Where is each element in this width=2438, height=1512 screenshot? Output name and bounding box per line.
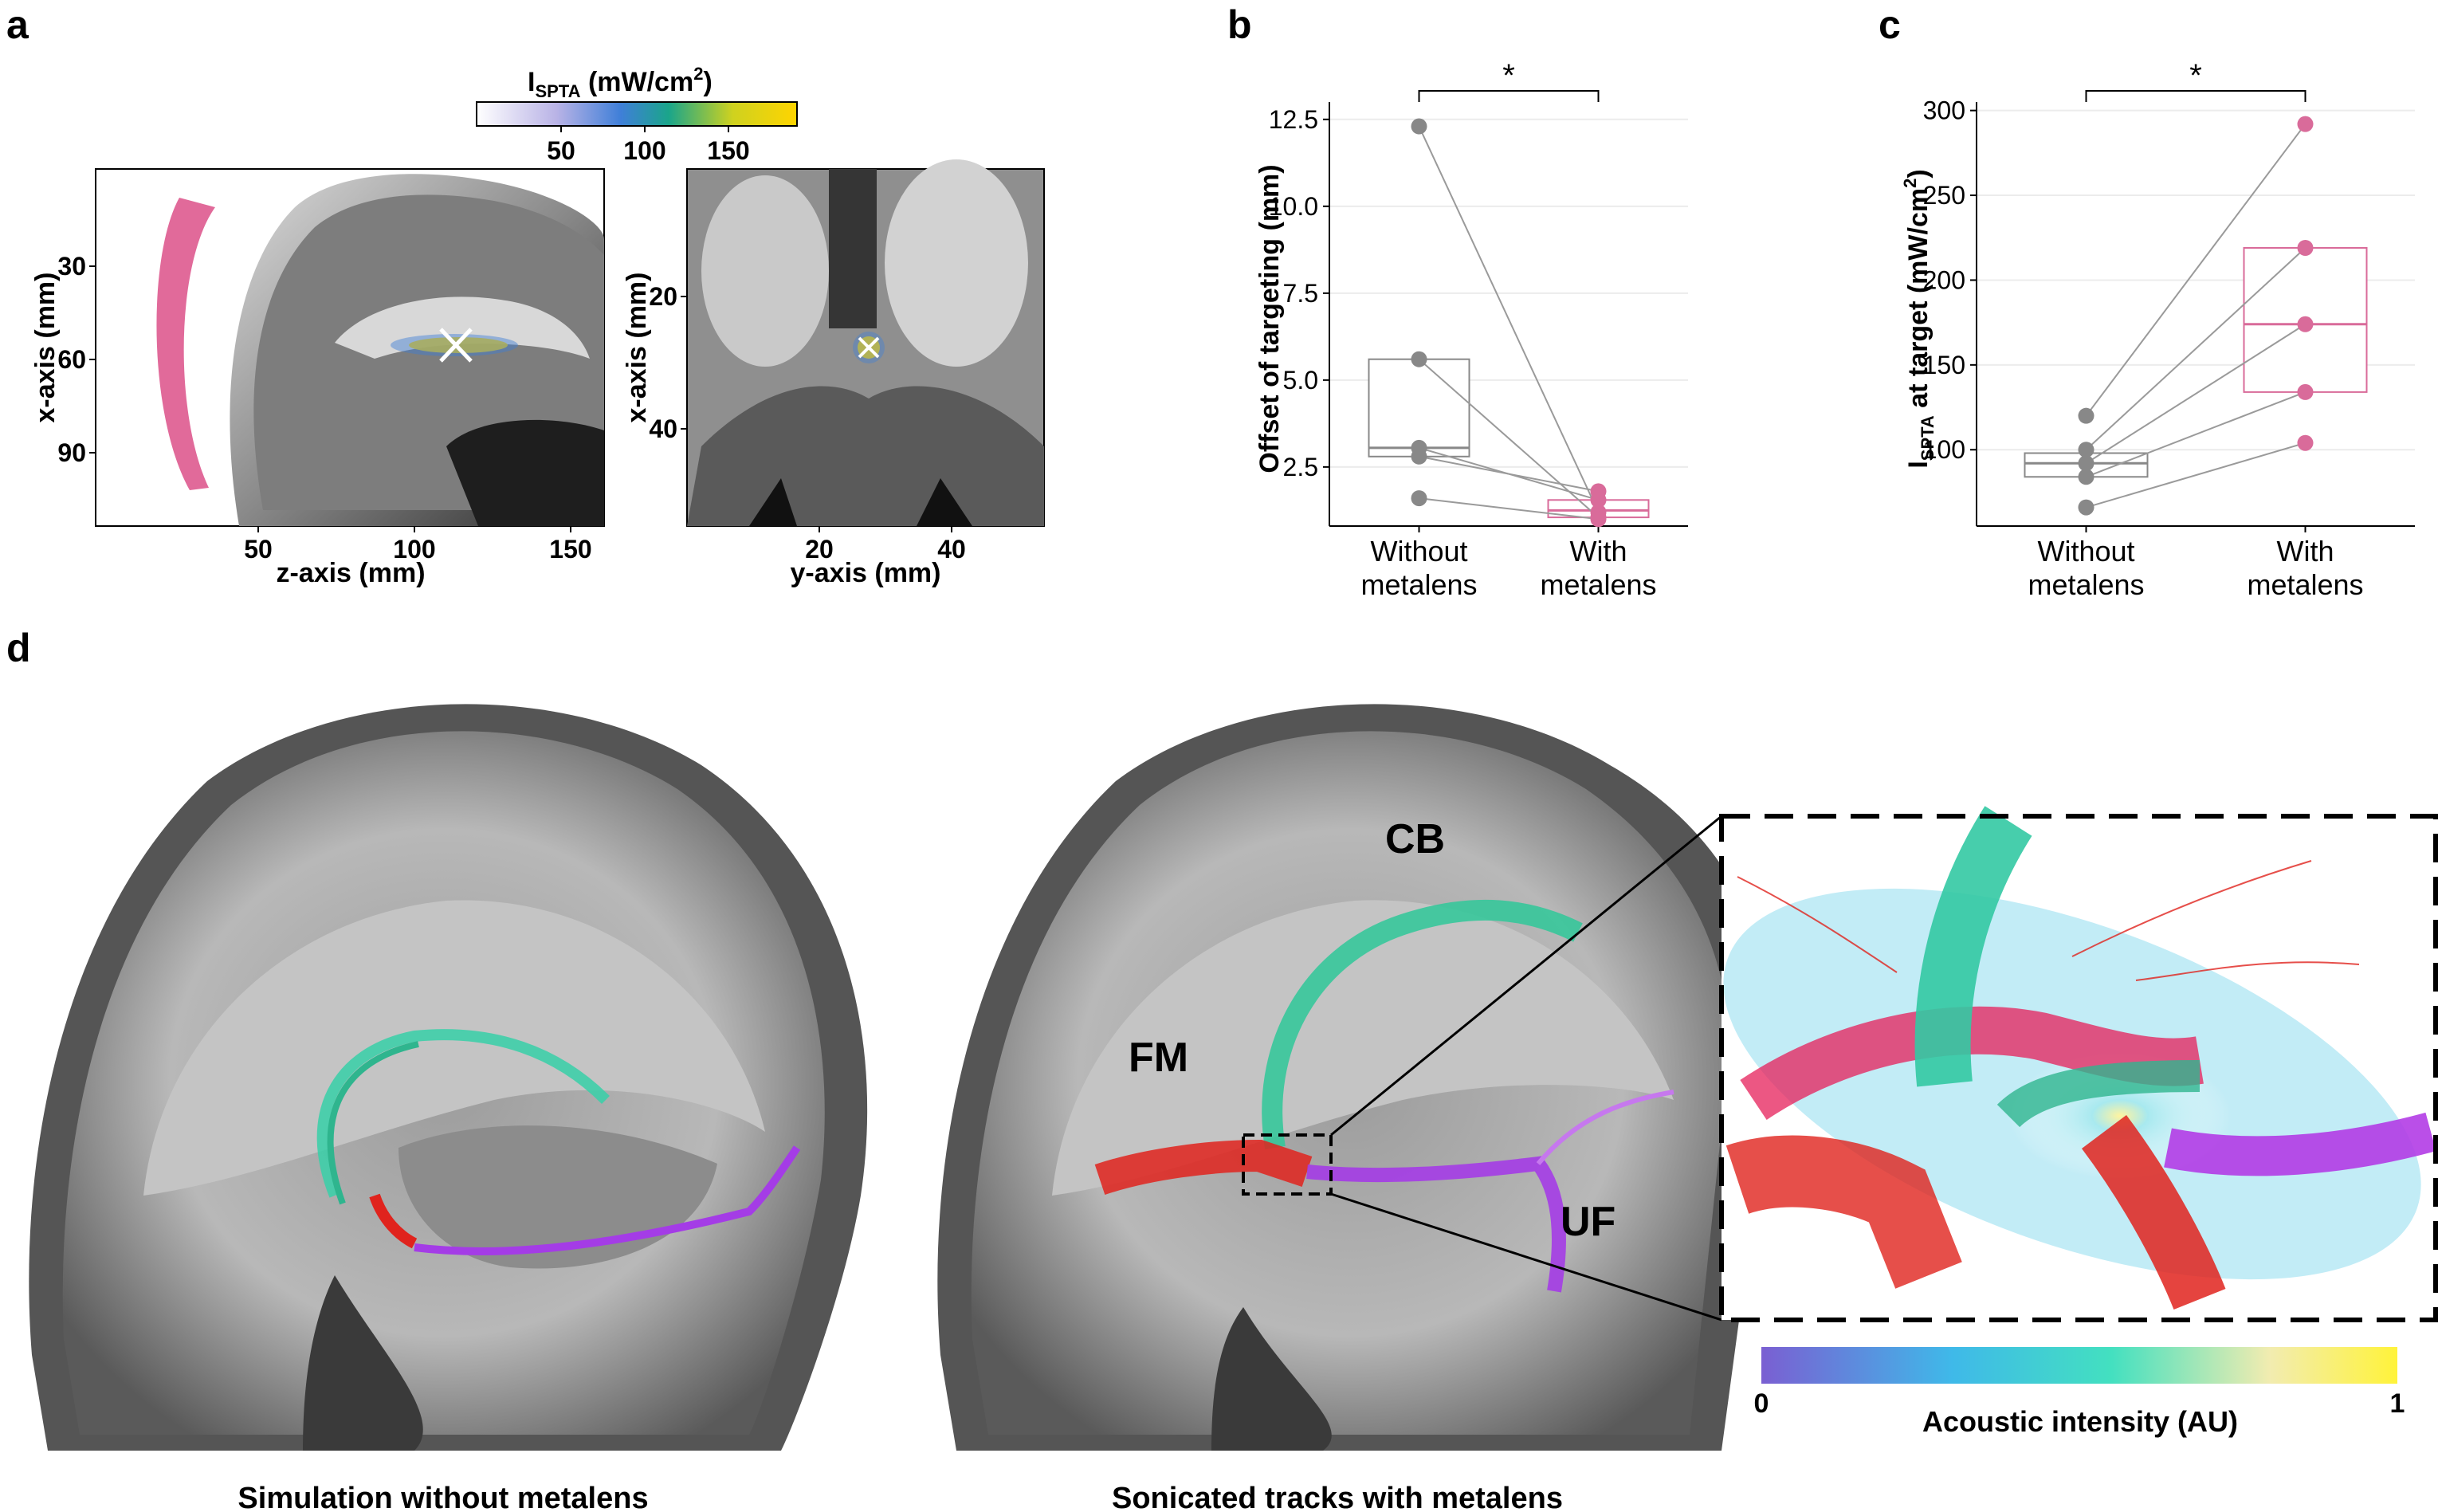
point-with xyxy=(2297,434,2314,451)
coronal-ytick: 20 xyxy=(649,282,677,311)
tract-label-fm: FM xyxy=(1129,1035,1188,1081)
colorbar-a-label: ISPTA (mW/cm2) xyxy=(528,64,713,101)
point-with xyxy=(2297,316,2314,332)
head-render-without-metalens xyxy=(29,704,868,1451)
point-with xyxy=(2297,240,2314,257)
colorbar-a-tick: 150 xyxy=(707,136,749,165)
point-without xyxy=(1411,118,1427,135)
y-tick-label: 5.0 xyxy=(1283,366,1318,395)
sagittal-ylabel: x-axis (mm) xyxy=(30,273,61,423)
caption-left: Simulation without metalens xyxy=(238,1482,648,1512)
paired-line xyxy=(2086,391,2306,478)
x-tick-label: metalens xyxy=(2247,568,2363,601)
point-without xyxy=(2078,469,2094,485)
colorbar-d-max: 1 xyxy=(2390,1388,2405,1419)
paired-line xyxy=(1419,497,1599,520)
paired-line xyxy=(1419,455,1599,493)
y-tick-label: 12.5 xyxy=(1269,105,1318,134)
point-without xyxy=(2078,499,2094,516)
transducer-arc xyxy=(156,198,215,490)
coronal-xtick: 20 xyxy=(805,535,834,564)
paired-line xyxy=(2085,323,2306,465)
x-tick-label: With xyxy=(2277,535,2334,567)
sagittal-xlabel: z-axis (mm) xyxy=(276,558,425,588)
point-with xyxy=(2297,116,2314,132)
zoom-source-box xyxy=(1242,1133,1333,1196)
coronal-ytick: 40 xyxy=(649,414,677,443)
target-cross xyxy=(439,328,473,363)
x-tick-label: Without xyxy=(2037,535,2134,567)
colorbar-d: 0 1 Acoustic intensity (AU) xyxy=(1754,1347,2405,1438)
point-without xyxy=(2078,455,2094,472)
chart-b: 2.55.07.510.012.5WithoutmetalensWithmeta… xyxy=(1269,58,1688,601)
colorbar-a-tick: 50 xyxy=(547,136,575,165)
paired-line xyxy=(2086,442,2306,509)
coronal-ylabel: x-axis (mm) xyxy=(622,273,652,423)
zoom-inset-tracts xyxy=(1719,806,2438,1322)
colorbar-a: ISPTA (mW/cm2) 50 100 150 xyxy=(476,64,798,165)
y-tick-label: 10.0 xyxy=(1269,192,1318,221)
sagittal-xtick: 150 xyxy=(549,535,591,564)
significance-star: * xyxy=(1502,58,1515,93)
caption-right: Sonicated tracks with metalens xyxy=(1112,1482,1563,1512)
colorbar-a-tick: 100 xyxy=(623,136,665,165)
y-tick-label: 2.5 xyxy=(1283,453,1318,481)
y-tick-label: 150 xyxy=(1923,351,1965,379)
paired-line xyxy=(1418,126,1600,513)
y-tick-label: 300 xyxy=(1923,96,1965,125)
point-without xyxy=(1411,490,1427,507)
point-with xyxy=(1590,511,1607,528)
point-without xyxy=(2078,442,2094,458)
point-with xyxy=(1590,483,1607,500)
significance-bracket xyxy=(2085,90,2306,102)
panel-letter-a: a xyxy=(6,2,29,47)
y-tick-label: 100 xyxy=(1923,435,1965,464)
paired-line xyxy=(2085,247,2306,450)
sagittal-ytick: 90 xyxy=(57,438,86,467)
x-tick-label: metalens xyxy=(1360,568,1477,601)
y-tick-label: 200 xyxy=(1923,265,1965,294)
x-tick-label: Without xyxy=(1370,535,1467,567)
panel-letter-b: b xyxy=(1227,2,1252,47)
point-without xyxy=(1411,351,1427,367)
coronal-xlabel: y-axis (mm) xyxy=(791,558,941,588)
significance-bracket xyxy=(1418,90,1600,102)
y-tick-label: 250 xyxy=(1923,181,1965,210)
point-with xyxy=(2297,383,2314,400)
chart-c-ylabel: ISPTA at target (mW/cm2) xyxy=(1900,169,1937,468)
coronal-mri-image xyxy=(681,159,1045,532)
y-tick-label: 7.5 xyxy=(1283,279,1318,308)
paired-line xyxy=(2085,124,2306,417)
point-without xyxy=(1411,448,1427,465)
panel-letter-c: c xyxy=(1879,2,1901,47)
colorbar-d-label: Acoustic intensity (AU) xyxy=(1922,1405,2238,1438)
panel-letter-d: d xyxy=(6,626,31,670)
x-tick-label: metalens xyxy=(2028,568,2144,601)
sagittal-ytick: 30 xyxy=(57,252,86,281)
tract-label-cb: CB xyxy=(1385,816,1445,862)
head-render-with-metalens xyxy=(937,704,1777,1451)
sagittal-ytick: 60 xyxy=(57,345,86,374)
x-tick-label: metalens xyxy=(1540,568,1656,601)
sagittal-mri-image xyxy=(89,168,605,532)
sagittal-xtick: 100 xyxy=(393,535,435,564)
coronal-xtick: 40 xyxy=(937,535,966,564)
point-without xyxy=(2078,407,2094,424)
tract-label-uf: UF xyxy=(1561,1199,1616,1245)
chart-b-ylabel: Offset of targeting (mm) xyxy=(1254,164,1285,473)
significance-star: * xyxy=(2189,58,2202,93)
sagittal-xtick: 50 xyxy=(244,535,273,564)
colorbar-d-min: 0 xyxy=(1754,1388,1769,1419)
x-tick-label: With xyxy=(1570,535,1627,567)
chart-c: 100150200250300WithoutmetalensWithmetale… xyxy=(1923,58,2415,601)
